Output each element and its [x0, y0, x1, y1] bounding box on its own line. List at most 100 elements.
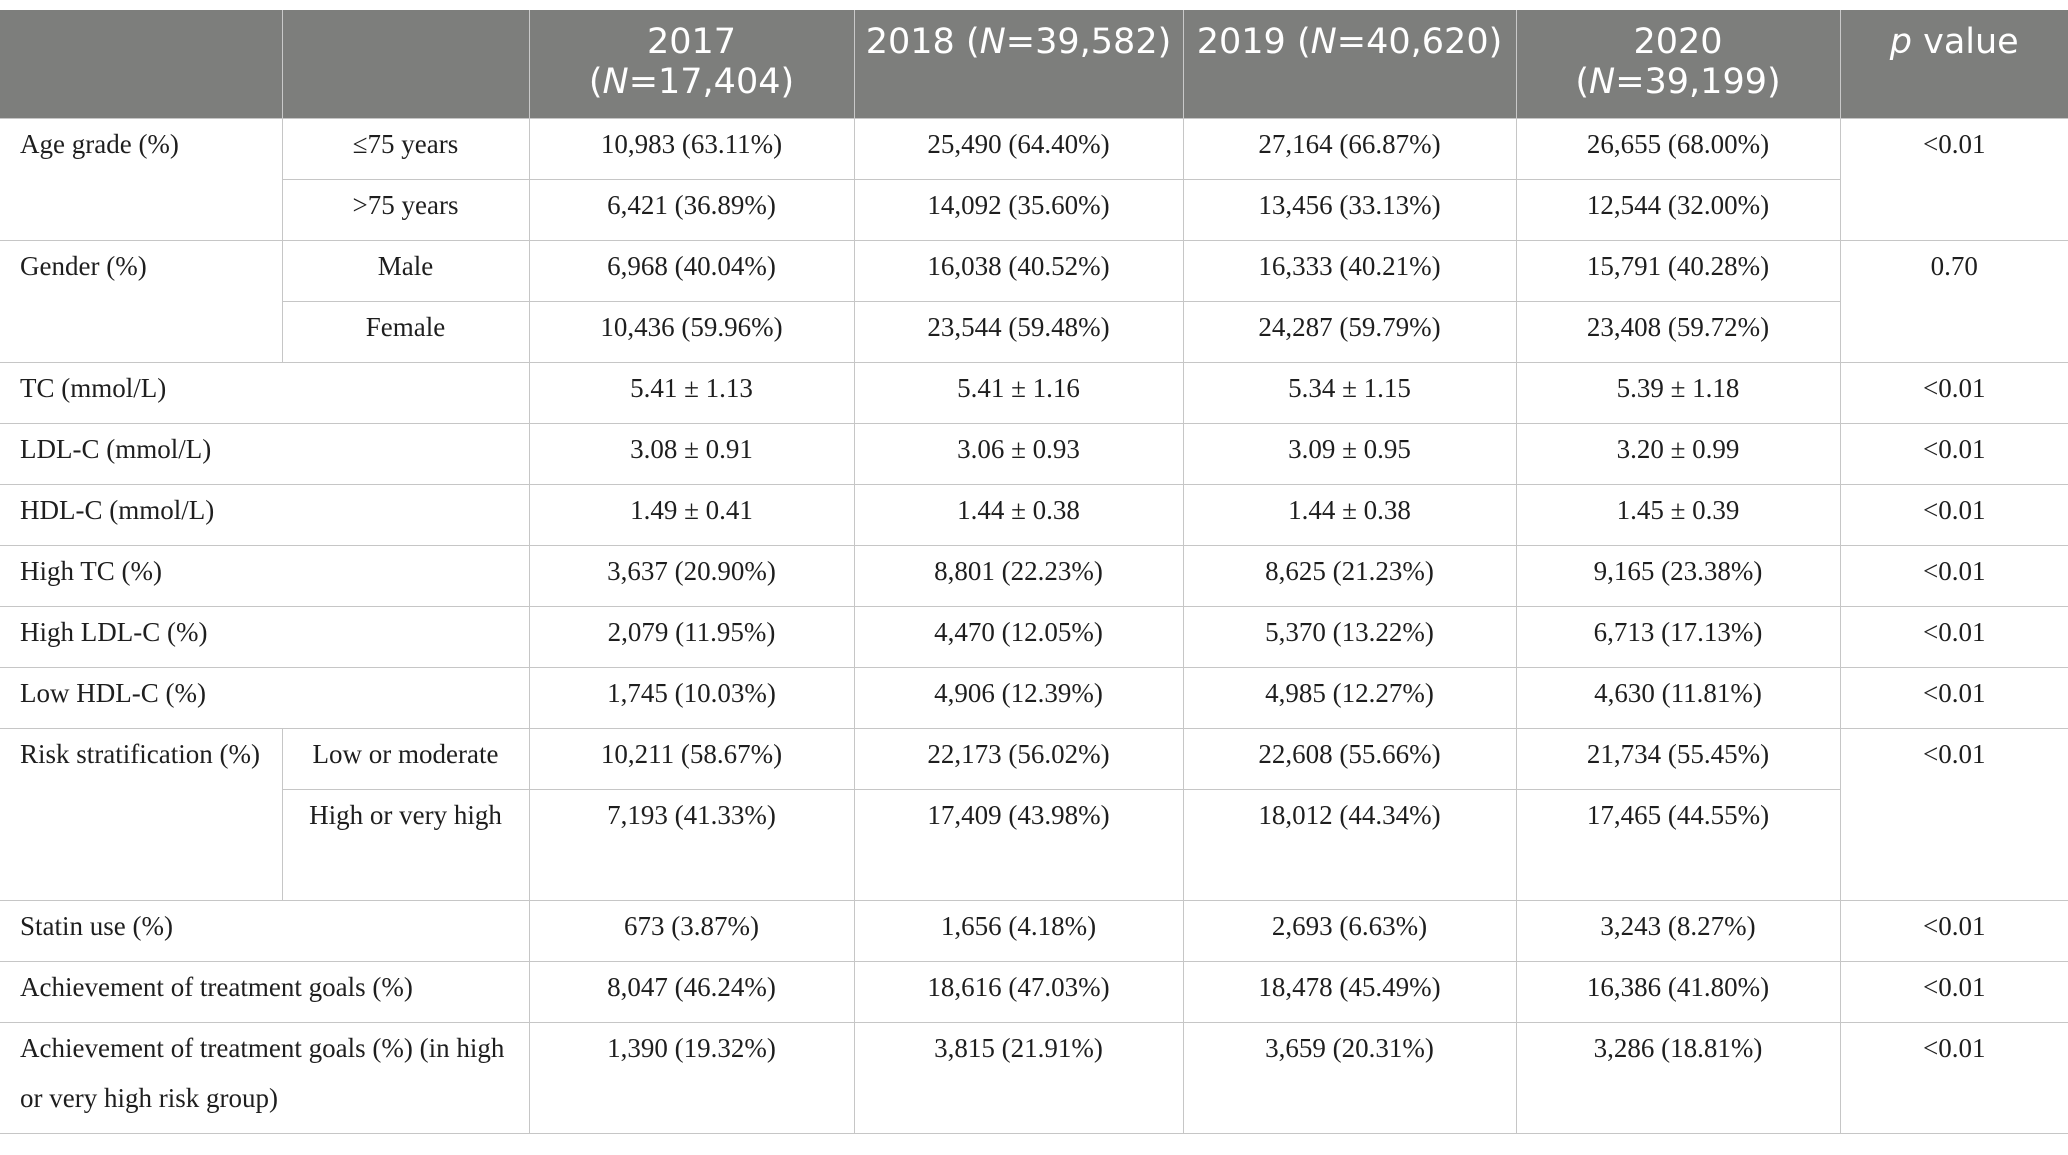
p-value: <0.01	[1839, 544, 2068, 607]
value-2019: 27,164 (66.87%)	[1182, 117, 1517, 180]
row-label: High LDL-C (%)	[0, 605, 530, 668]
value-2020: 15,791 (40.28%)	[1515, 239, 1841, 302]
row-label: Achievement of treatment goals (%)	[0, 960, 530, 1023]
value-2018: 3.06 ± 0.93	[853, 422, 1184, 485]
value-2017: 1,745 (10.03%)	[528, 666, 855, 729]
row-label: LDL-C (mmol/L)	[0, 422, 530, 485]
table-row: Gender (%) Male 6,968 (40.04%) 16,038 (4…	[0, 239, 2068, 363]
table-header: 2017 (N=17,404) 2018 (N=39,582) 2019 (N=…	[0, 10, 2068, 118]
value-2019: 4,985 (12.27%)	[1182, 666, 1517, 729]
row-label: High TC (%)	[0, 544, 530, 607]
value-2018: 16,038 (40.52%)	[853, 239, 1184, 302]
table-row: High LDL-C (%) 2,079 (11.95%) 4,470 (12.…	[0, 605, 2068, 668]
header-p-value: p value	[1839, 10, 2068, 118]
subgroup-label: Female	[282, 300, 530, 363]
p-value: <0.01	[1839, 1021, 2068, 1134]
value-2017: 3,637 (20.90%)	[528, 544, 855, 607]
value-2019: 22,608 (55.66%)	[1182, 727, 1517, 790]
value-2018: 18,616 (47.03%)	[853, 960, 1184, 1023]
value-2020: 21,734 (55.45%)	[1515, 727, 1841, 790]
p-value: <0.01	[1839, 422, 2068, 485]
value-2017: 8,047 (46.24%)	[528, 960, 855, 1023]
table-row: Female 10,436 (59.96%) 23,544 (59.48%) 2…	[0, 300, 2068, 363]
value-2018: 25,490 (64.40%)	[853, 117, 1184, 180]
value-2018: 8,801 (22.23%)	[853, 544, 1184, 607]
table-row: TC (mmol/L) 5.41 ± 1.13 5.41 ± 1.16 5.34…	[0, 361, 2068, 424]
value-2020: 6,713 (17.13%)	[1515, 605, 1841, 668]
row-label: Achievement of treatment goals (%) (in h…	[0, 1021, 530, 1134]
p-value: <0.01	[1839, 361, 2068, 424]
value-2020: 5.39 ± 1.18	[1515, 361, 1841, 424]
value-2018: 3,815 (21.91%)	[853, 1021, 1184, 1134]
value-2017: 2,079 (11.95%)	[528, 605, 855, 668]
value-2020: 3.20 ± 0.99	[1515, 422, 1841, 485]
value-2018: 5.41 ± 1.16	[853, 361, 1184, 424]
value-2019: 13,456 (33.13%)	[1182, 178, 1517, 241]
row-label: Age grade (%)	[0, 117, 283, 241]
value-2020: 9,165 (23.38%)	[1515, 544, 1841, 607]
value-2019: 5,370 (13.22%)	[1182, 605, 1517, 668]
p-value: <0.01	[1839, 117, 2068, 241]
subgroup-label: ≤75 years	[281, 117, 530, 180]
statistics-table: 2017 (N=17,404) 2018 (N=39,582) 2019 (N=…	[0, 10, 2068, 1134]
value-2017: 6,421 (36.89%)	[528, 178, 855, 241]
header-blank-subgroup	[281, 10, 529, 118]
table-row: Achievement of treatment goals (%) 8,047…	[0, 960, 2068, 1023]
table-row: >75 years 6,421 (36.89%) 14,092 (35.60%)…	[0, 178, 2068, 241]
value-2018: 4,906 (12.39%)	[853, 666, 1184, 729]
header-2018: 2018 (N=39,582)	[853, 10, 1183, 118]
value-2020: 17,465 (44.55%)	[1515, 788, 1840, 901]
value-2020: 3,286 (18.81%)	[1515, 1021, 1841, 1134]
table-row: Statin use (%) 673 (3.87%) 1,656 (4.18%)…	[0, 899, 2068, 962]
row-label: HDL-C (mmol/L)	[0, 483, 530, 546]
value-2017: 10,436 (59.96%)	[528, 300, 855, 363]
value-2020: 3,243 (8.27%)	[1515, 899, 1841, 962]
value-2019: 3,659 (20.31%)	[1182, 1021, 1517, 1134]
table-row: High or very high 7,193 (41.33%) 17,409 …	[0, 788, 2068, 901]
value-2018: 1,656 (4.18%)	[853, 899, 1184, 962]
value-2019: 3.09 ± 0.95	[1182, 422, 1517, 485]
subgroup-label: Low or moderate	[281, 727, 530, 790]
value-2017: 673 (3.87%)	[528, 899, 855, 962]
table-row: HDL-C (mmol/L) 1.49 ± 0.41 1.44 ± 0.38 1…	[0, 483, 2068, 546]
p-value: 0.70	[1839, 239, 2068, 363]
value-2017: 1.49 ± 0.41	[528, 483, 855, 546]
value-2020: 12,544 (32.00%)	[1515, 178, 1840, 241]
header-row: 2017 (N=17,404) 2018 (N=39,582) 2019 (N=…	[0, 10, 2068, 118]
row-label: Risk stratification (%)	[0, 727, 283, 901]
p-value: <0.01	[1839, 666, 2068, 729]
header-2017: 2017 (N=17,404)	[528, 10, 854, 118]
table-row: Low HDL-C (%) 1,745 (10.03%) 4,906 (12.3…	[0, 666, 2068, 729]
value-2018: 4,470 (12.05%)	[853, 605, 1184, 668]
value-2018: 23,544 (59.48%)	[853, 300, 1184, 363]
table-row: Risk stratification (%) Low or moderate …	[0, 727, 2068, 901]
p-value: <0.01	[1839, 483, 2068, 546]
table-row: Achievement of treatment goals (%) (in h…	[0, 1021, 2068, 1134]
value-2017: 5.41 ± 1.13	[528, 361, 855, 424]
row-label: Gender (%)	[0, 239, 283, 363]
value-2017: 6,968 (40.04%)	[528, 239, 855, 302]
value-2017: 10,211 (58.67%)	[528, 727, 855, 790]
row-label: Statin use (%)	[0, 899, 530, 962]
subgroup-label: >75 years	[282, 178, 530, 241]
value-2019: 2,693 (6.63%)	[1182, 899, 1517, 962]
p-value: <0.01	[1839, 960, 2068, 1023]
table-row: LDL-C (mmol/L) 3.08 ± 0.91 3.06 ± 0.93 3…	[0, 422, 2068, 485]
value-2020: 1.45 ± 0.39	[1515, 483, 1841, 546]
value-2020: 26,655 (68.00%)	[1515, 117, 1841, 180]
row-label: TC (mmol/L)	[0, 361, 530, 424]
table-row: High TC (%) 3,637 (20.90%) 8,801 (22.23%…	[0, 544, 2068, 607]
value-2018: 17,409 (43.98%)	[853, 788, 1184, 901]
value-2017: 3.08 ± 0.91	[528, 422, 855, 485]
p-value: <0.01	[1839, 899, 2068, 962]
value-2019: 5.34 ± 1.15	[1182, 361, 1517, 424]
header-2020: 2020 (N=39,199)	[1515, 10, 1840, 118]
value-2020: 4,630 (11.81%)	[1515, 666, 1841, 729]
value-2018: 22,173 (56.02%)	[853, 727, 1184, 790]
value-2020: 23,408 (59.72%)	[1515, 300, 1840, 363]
subgroup-label: Male	[281, 239, 530, 302]
value-2017: 10,983 (63.11%)	[528, 117, 855, 180]
value-2019: 24,287 (59.79%)	[1182, 300, 1517, 363]
value-2017: 1,390 (19.32%)	[528, 1021, 855, 1134]
value-2019: 1.44 ± 0.38	[1182, 483, 1517, 546]
